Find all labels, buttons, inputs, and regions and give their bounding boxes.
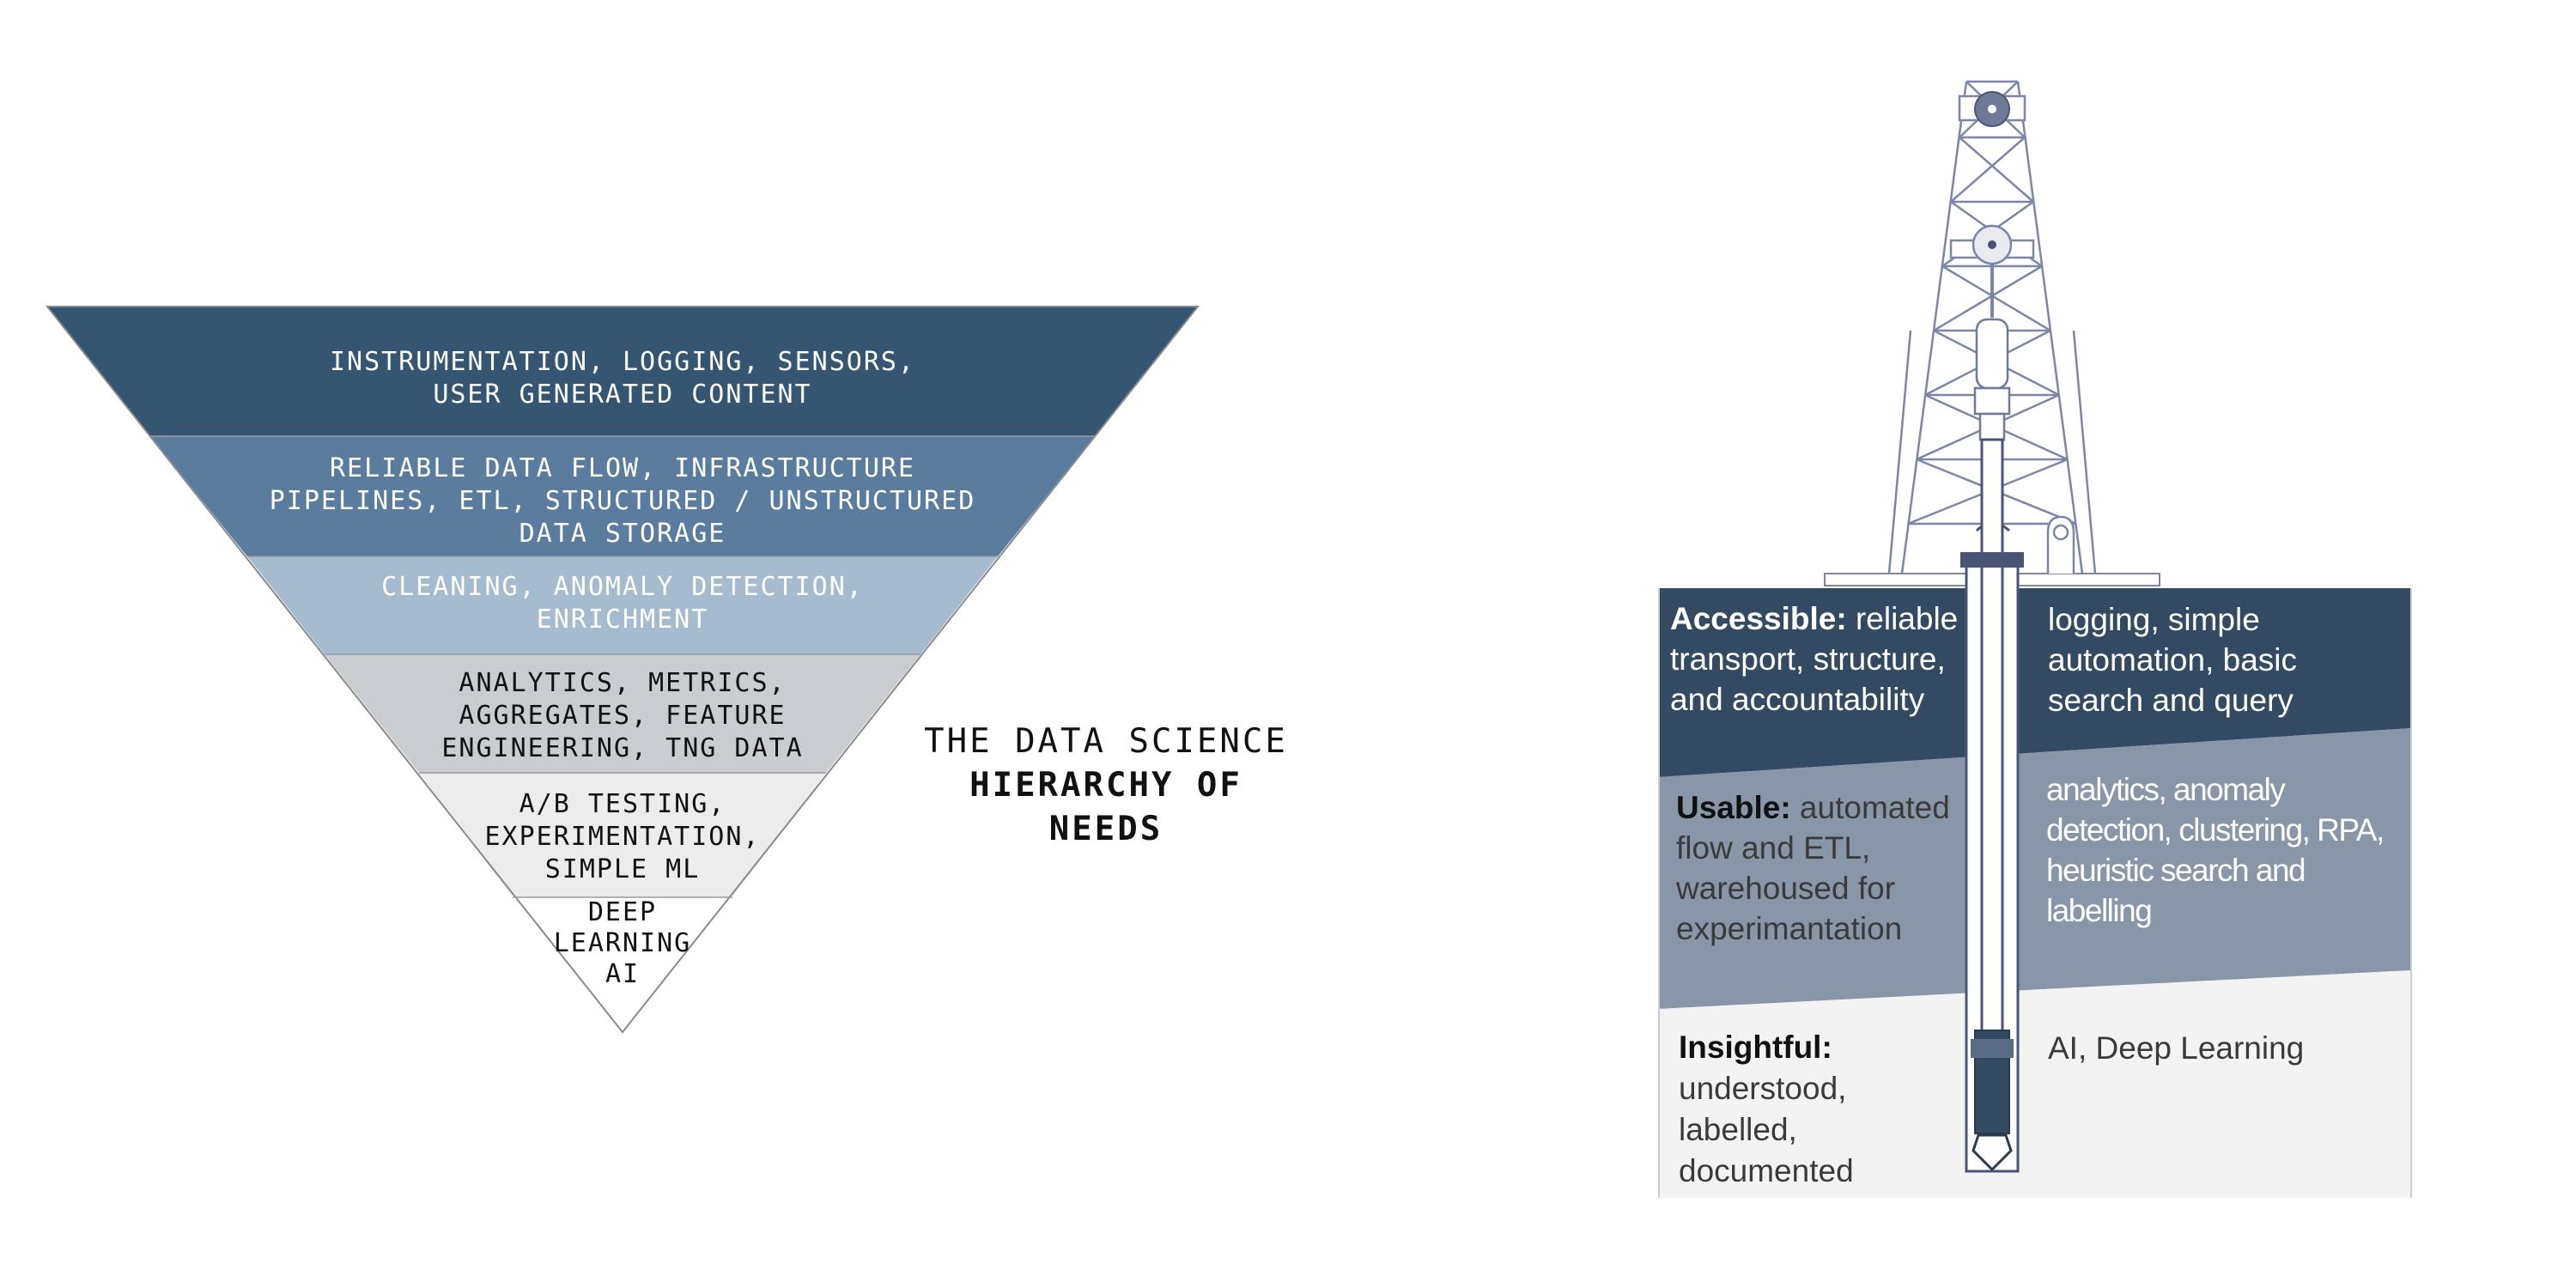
accessible-description: Accessible: reliable transport, structur… [1670, 598, 1971, 720]
crown-block [1958, 91, 2026, 127]
stabilizer [1971, 1039, 2014, 1058]
traveling-block [1949, 224, 2035, 318]
pyramid-layer-5 [419, 773, 826, 897]
pyramid-outline [45, 306, 1200, 1034]
swivel [1973, 318, 2011, 441]
hierarchy-pyramid [45, 306, 1200, 1034]
insightful-tools: AI, Deep Learning [2048, 1030, 2305, 1066]
drill-pipe [1980, 438, 2004, 1034]
title-line-2: HIERARCHY OF NEEDS [969, 766, 1242, 848]
pyramid-layer-1-text: INSTRUMENTATION, LOGGING, SENSORS, USER … [329, 347, 916, 410]
rotary-table [1960, 552, 2024, 568]
band-usable [1659, 728, 2411, 1009]
pyramid-layer-6-text: DEEP LEARNING AI [553, 897, 692, 989]
band-accessible [1659, 588, 2411, 777]
pyramid-layer-1 [47, 307, 1198, 436]
accessible-text: reliable transport, structure, and accou… [1670, 601, 1959, 717]
pyramid-layer-2 [150, 436, 1095, 556]
band-insightful [1659, 970, 2411, 1198]
pyramid-layer-2-text: RELIABLE DATA FLOW, INFRASTRUCTURE PIPEL… [269, 453, 976, 549]
insightful-description: Insightful: understood, labelled, docume… [1679, 1027, 1893, 1192]
drill-bit [1971, 1133, 2013, 1172]
pyramid-layer-3 [247, 556, 998, 654]
title-line-1: THE DATA SCIENCE [924, 722, 1288, 761]
pyramid-layer-5-text: A/B TESTING, EXPERIMENTATION, SIMPLE ML [484, 789, 761, 884]
dead-line-anchor [2046, 515, 2075, 574]
accessible-tools: logging, simple automation, basic search… [2048, 602, 2298, 718]
insightful-text: understood, labelled, documented [1679, 1071, 1854, 1188]
usable-tools: analytics, anomaly detection, clustering… [2046, 772, 2385, 928]
usable-text: automated flow and ETL, warehoused for e… [1676, 790, 1950, 946]
pyramid-layer-4 [325, 654, 920, 773]
diagram-title: THE DATA SCIENCE HIERARCHY OF NEEDS [908, 720, 1303, 851]
accessible-label: Accessible: [1670, 601, 1847, 636]
pyramid-layer-3-text: CLEANING, ANOMALY DETECTION, ENRICHMENT [381, 572, 864, 635]
usable-description: Usable: automated flow and ETL, warehous… [1676, 787, 1968, 949]
pyramid-layer-6 [513, 897, 732, 1032]
insightful-label: Insightful: [1679, 1030, 1832, 1065]
usable-label: Usable: [1676, 790, 1791, 825]
pyramid-layer-4-text: ANALYTICS, METRICS, AGGREGATES, FEATURE … [441, 668, 804, 763]
